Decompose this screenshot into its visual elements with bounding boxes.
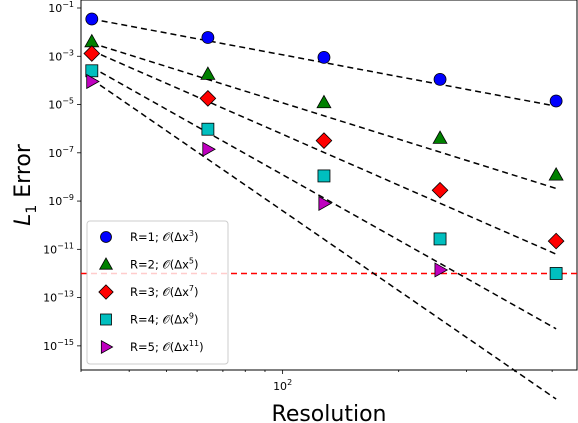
- data-point-r5-2: [202, 141, 216, 157]
- data-point-r3-1: [83, 45, 101, 62]
- legend-label-r3: R=3; 𝒪(Δx7): [130, 284, 198, 299]
- data-point-r1-3: [317, 50, 331, 64]
- y-axis-title-rest: Error: [11, 143, 36, 205]
- data-point-r4-5: [549, 267, 563, 280]
- legend-box: [86, 220, 229, 365]
- y-tick-label: 10−7: [48, 145, 74, 160]
- data-point-r2-5: [548, 167, 564, 181]
- y-axis-title: L1 Error: [11, 143, 40, 226]
- data-point-r5-3: [318, 195, 332, 211]
- y-axis-title-main: L: [11, 214, 36, 226]
- legend-marker-r3: [98, 284, 114, 300]
- y-tick-label: 10−9: [48, 193, 74, 208]
- x-axis-title: Resolution: [272, 402, 387, 423]
- data-point-r4-1: [85, 64, 99, 78]
- reference-line-r3: [91, 50, 557, 255]
- data-point-r3-5: [547, 232, 565, 250]
- y-tick-label: 10−11: [43, 241, 74, 256]
- data-point-r1-5: [549, 94, 563, 108]
- data-point-r4-4: [433, 232, 447, 246]
- data-point-r1-1: [85, 12, 99, 26]
- reference-line-r5: [91, 78, 557, 400]
- reference-line-r1: [91, 18, 557, 107]
- y-tick-label: 10−13: [43, 290, 74, 305]
- data-point-r2-3: [316, 94, 332, 109]
- legend-marker-r4: [100, 313, 112, 326]
- legend-label-r1: R=1; 𝒪(Δx3): [130, 229, 198, 244]
- data-point-r3-2: [199, 90, 217, 107]
- data-point-r5-1: [86, 73, 100, 90]
- legend-marker-r5: [100, 339, 114, 355]
- data-point-r2-4: [432, 130, 448, 144]
- axis-ticks: 102 10−1 10−3 10−5 10−7 10−9 10−11 10−13 10−15: [43, 0, 553, 393]
- data-point-r3-4: [431, 181, 449, 199]
- data-point-r4-2: [201, 122, 215, 136]
- y-tick-label: 10−5: [48, 97, 74, 112]
- legend-label-r5: R=5; 𝒪(Δx11): [130, 339, 204, 354]
- reference-line-r4: [91, 66, 557, 330]
- legend-label-r2: R=2; 𝒪(Δx5): [130, 257, 198, 272]
- data-point-r1-4: [433, 73, 447, 86]
- legend: R=1; 𝒪(Δx3) R=2; 𝒪(Δx5) R=3; 𝒪(Δx7) R=4; 𝒪(…: [86, 220, 229, 365]
- legend-marker-r2: [98, 257, 114, 270]
- y-tick-label: 10−1: [48, 0, 74, 15]
- data-point-r2-2: [200, 66, 216, 80]
- y-tick-label: 10−3: [48, 48, 74, 63]
- data-point-r3-3: [315, 132, 333, 149]
- data-point-r1-2: [201, 31, 215, 44]
- reference-line-r2: [91, 42, 557, 190]
- data-point-r5-4: [434, 262, 449, 278]
- data-point-r4-3: [317, 169, 331, 183]
- y-tick-label: 10−15: [43, 338, 74, 353]
- legend-label-r4: R=4; 𝒪(Δx9): [130, 312, 198, 327]
- x-tick-label: 102: [273, 378, 292, 393]
- y-axis-title-sub: 1: [24, 205, 40, 214]
- legend-marker-r1: [100, 231, 112, 243]
- data-points: [83, 12, 565, 280]
